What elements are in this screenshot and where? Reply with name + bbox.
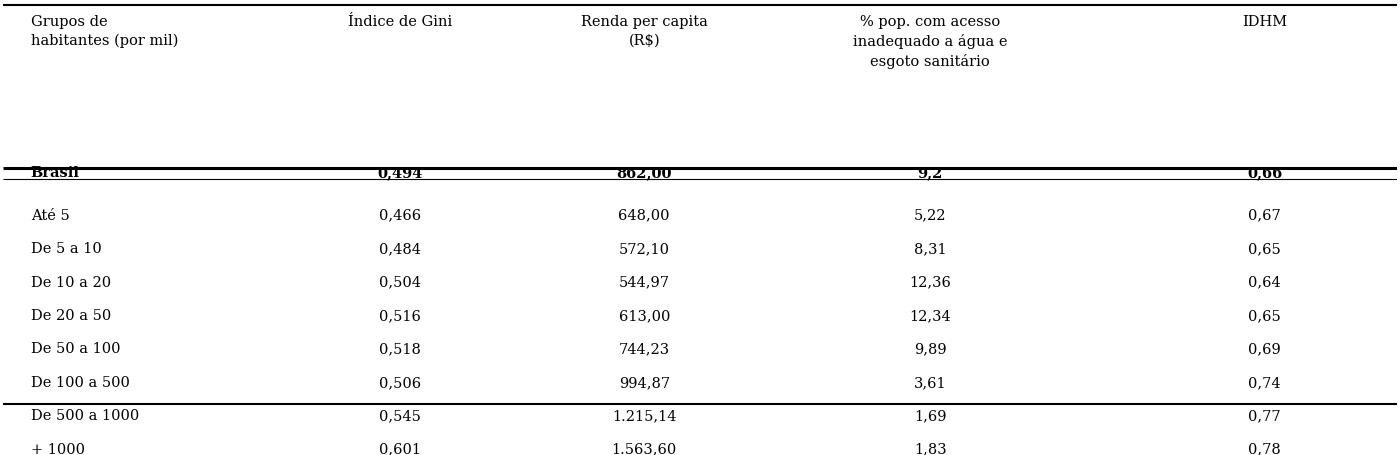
Text: Índice de Gini: Índice de Gini	[349, 15, 452, 29]
Text: 0,65: 0,65	[1249, 242, 1281, 256]
Text: Brasil: Brasil	[31, 166, 80, 180]
Text: 0,516: 0,516	[379, 309, 421, 323]
Text: 0,466: 0,466	[379, 209, 421, 222]
Text: De 10 a 20: De 10 a 20	[31, 276, 111, 289]
Text: 9,2: 9,2	[917, 166, 942, 180]
Text: 3,61: 3,61	[914, 376, 946, 390]
Text: 12,36: 12,36	[909, 276, 951, 289]
Text: 0,484: 0,484	[379, 242, 421, 256]
Text: 0,64: 0,64	[1249, 276, 1281, 289]
Text: Até 5: Até 5	[31, 209, 70, 222]
Text: + 1000: + 1000	[31, 443, 84, 455]
Text: 613,00: 613,00	[619, 309, 671, 323]
Text: De 100 a 500: De 100 a 500	[31, 376, 130, 390]
Text: 544,97: 544,97	[619, 276, 669, 289]
Text: 0,67: 0,67	[1249, 209, 1281, 222]
Text: 0,506: 0,506	[379, 376, 421, 390]
Text: 0,69: 0,69	[1249, 343, 1281, 356]
Text: 0,504: 0,504	[379, 276, 421, 289]
Text: 5,22: 5,22	[914, 209, 946, 222]
Text: 0,601: 0,601	[379, 443, 421, 455]
Text: 0,77: 0,77	[1249, 410, 1281, 423]
Text: De 20 a 50: De 20 a 50	[31, 309, 111, 323]
Text: 1.215,14: 1.215,14	[612, 410, 676, 423]
Text: 572,10: 572,10	[619, 242, 669, 256]
Text: 862,00: 862,00	[616, 166, 672, 180]
Text: 0,78: 0,78	[1249, 443, 1281, 455]
Text: De 5 a 10: De 5 a 10	[31, 242, 101, 256]
Text: 648,00: 648,00	[619, 209, 671, 222]
Text: Renda per capita
(R$): Renda per capita (R$)	[581, 15, 707, 47]
Text: 0,518: 0,518	[379, 343, 421, 356]
Text: 12,34: 12,34	[909, 309, 951, 323]
Text: 1,69: 1,69	[914, 410, 946, 423]
Text: 1.563,60: 1.563,60	[612, 443, 676, 455]
Text: 8,31: 8,31	[914, 242, 946, 256]
Text: 1,83: 1,83	[914, 443, 946, 455]
Text: Grupos de
habitantes (por mil): Grupos de habitantes (por mil)	[31, 15, 178, 48]
Text: 994,87: 994,87	[619, 376, 669, 390]
Text: De 50 a 100: De 50 a 100	[31, 343, 120, 356]
Text: 0,545: 0,545	[379, 410, 421, 423]
Text: 744,23: 744,23	[619, 343, 669, 356]
Text: IDHM: IDHM	[1242, 15, 1288, 29]
Text: 9,89: 9,89	[914, 343, 946, 356]
Text: 0,74: 0,74	[1249, 376, 1281, 390]
Text: % pop. com acesso
inadequado a água e
esgoto sanitário: % pop. com acesso inadequado a água e es…	[853, 15, 1008, 69]
Text: De 500 a 1000: De 500 a 1000	[31, 410, 139, 423]
Text: 0,494: 0,494	[378, 166, 423, 180]
Text: 0,65: 0,65	[1249, 309, 1281, 323]
Text: 0,66: 0,66	[1247, 166, 1282, 180]
